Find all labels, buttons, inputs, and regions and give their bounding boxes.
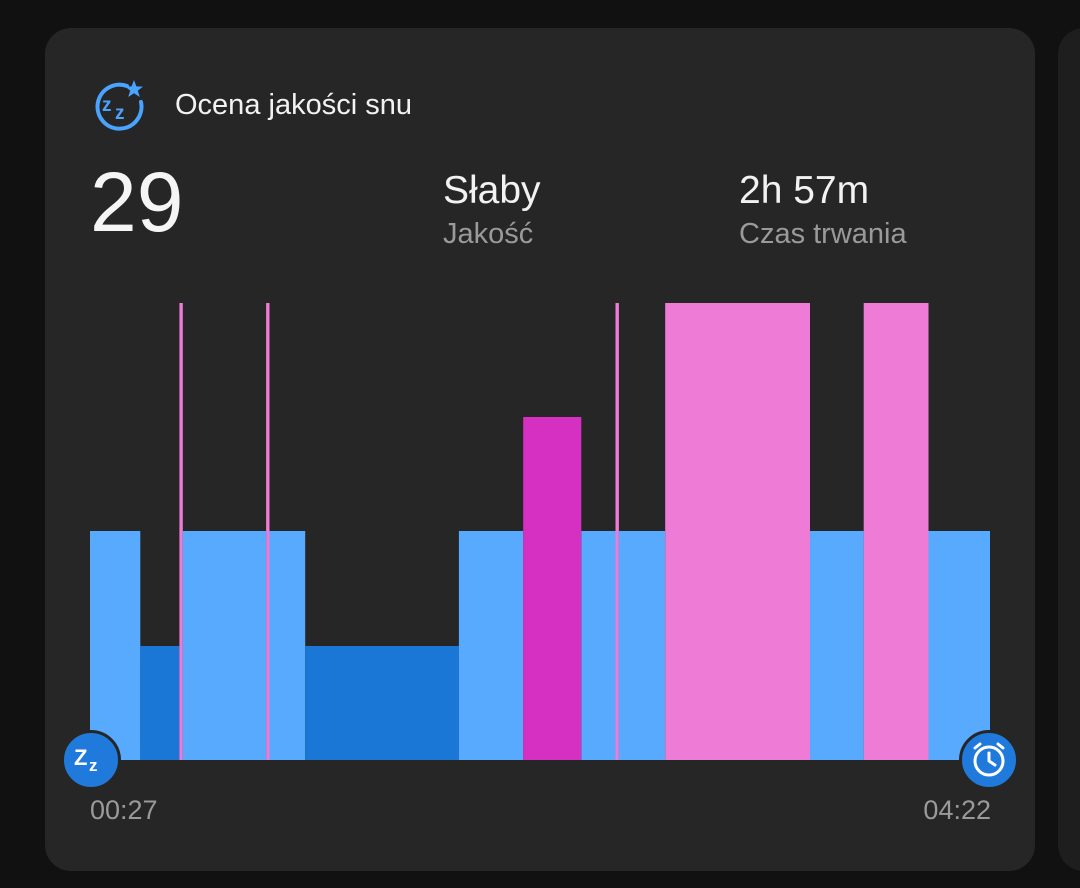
- end-time-label: 04:22: [923, 795, 991, 825]
- stage-bar-light-5: [269, 531, 306, 760]
- stage-bar-deep-1: [140, 646, 180, 760]
- svg-text:z: z: [102, 95, 112, 116]
- stage-bar-light-13: [810, 531, 864, 760]
- stage-bar-rem-12: [665, 303, 810, 760]
- alarm-clock-icon: [973, 742, 1005, 777]
- sleep-stages-chart: [90, 303, 990, 760]
- start-time-label: 00:27: [90, 795, 158, 825]
- stage-bar-light-3: [182, 531, 267, 760]
- stage-bar-awake-8: [523, 417, 582, 760]
- sleep-quality-card[interactable]: z z Ocena jakości snu 29 Słaby Jakość 2h…: [45, 28, 1035, 871]
- next-card-peek[interactable]: [1058, 28, 1080, 871]
- stage-bar-deep-6: [305, 646, 459, 760]
- wake-end-marker: [959, 730, 1019, 790]
- svg-text:Z: Z: [74, 745, 87, 770]
- sleep-score: 29: [90, 155, 184, 249]
- stage-bar-light-15: [928, 531, 990, 760]
- duration-value: 2h 57m: [739, 169, 870, 212]
- stage-bar-light-9: [581, 531, 616, 760]
- duration-stat: 2h 57m Czas trwania: [739, 171, 907, 249]
- stage-bar-light-7: [458, 531, 524, 760]
- sleep-zz-star-icon: z z: [95, 80, 144, 131]
- svg-text:z: z: [115, 103, 125, 124]
- sleep-zz-icon: Z z: [74, 745, 98, 775]
- sleep-start-marker: Z z: [61, 730, 121, 790]
- duration-label: Czas trwania: [739, 218, 907, 250]
- card-header: z z Ocena jakości snu: [93, 78, 412, 132]
- quality-label: Jakość: [443, 218, 534, 250]
- stage-bar-rem-14: [863, 303, 929, 760]
- stage-bar-rem-10: [615, 303, 619, 760]
- card-title: Ocena jakości snu: [175, 88, 412, 121]
- stage-bar-light-11: [618, 531, 666, 760]
- stage-bar-rem-4: [266, 303, 270, 760]
- stage-bar-rem-2: [179, 303, 183, 760]
- svg-text:z: z: [89, 756, 98, 775]
- quality-value: Słaby: [443, 169, 541, 212]
- stage-bar-light-0: [90, 531, 141, 760]
- quality-stat: Słaby Jakość: [443, 171, 541, 249]
